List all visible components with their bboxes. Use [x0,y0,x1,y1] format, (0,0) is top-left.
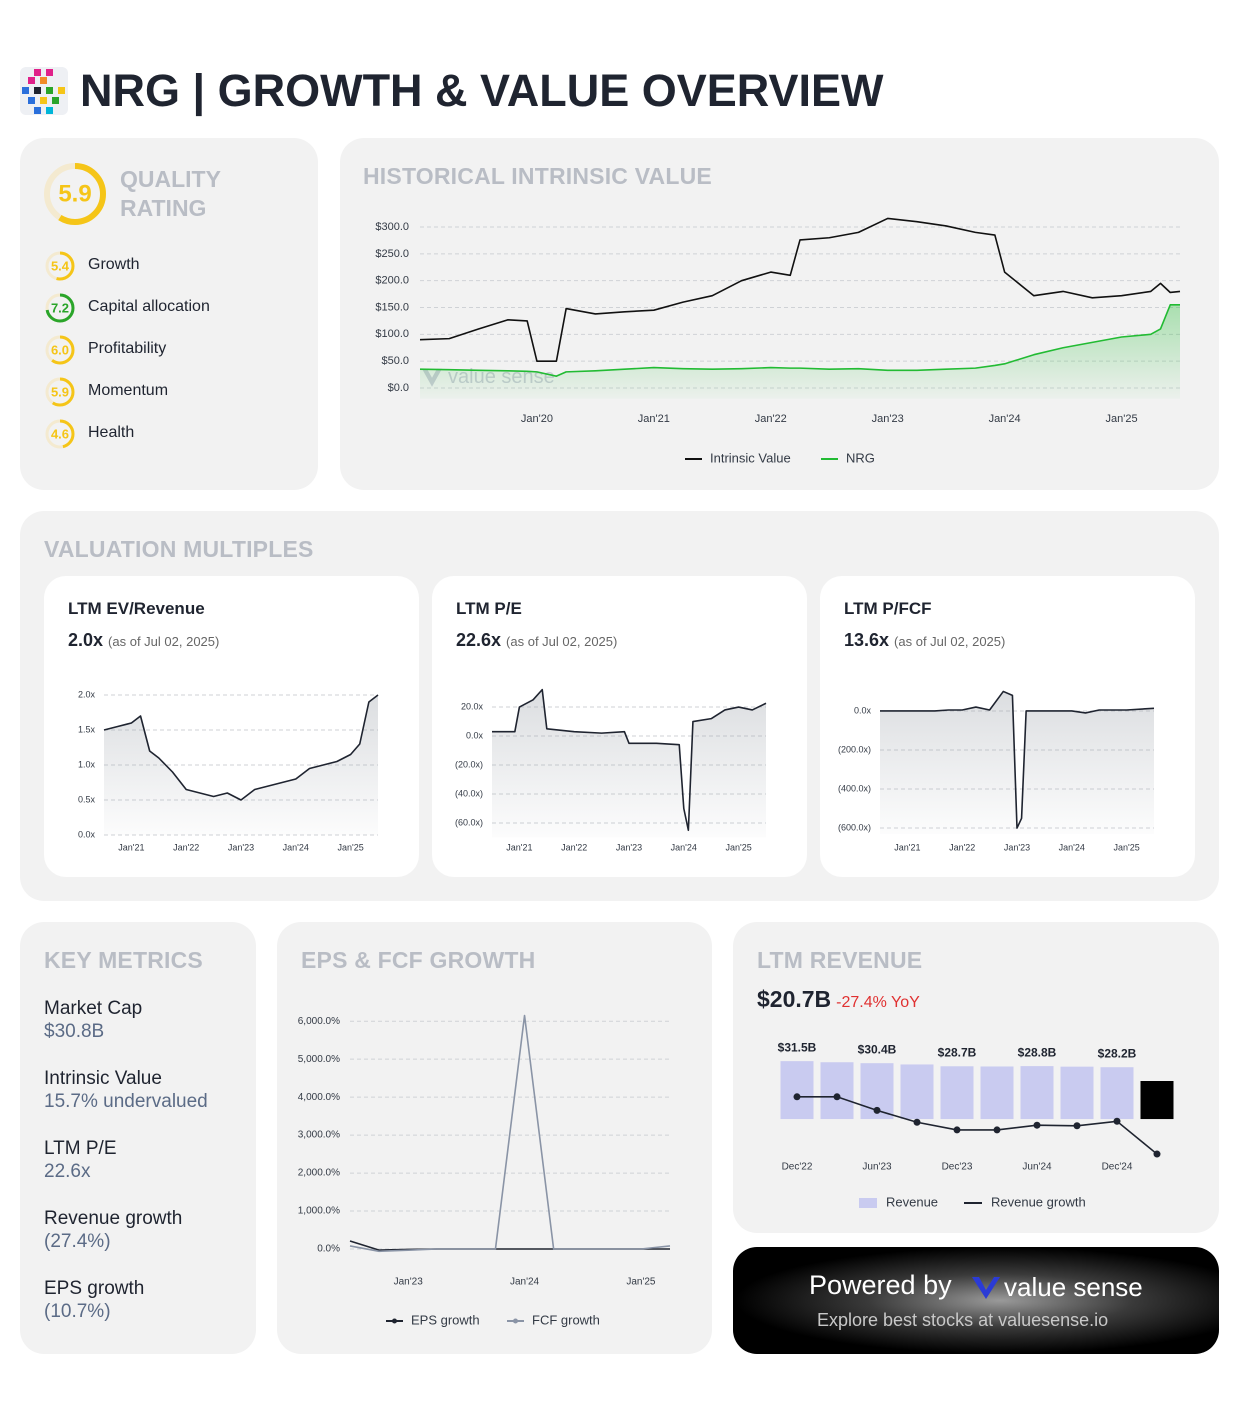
tagline: Explore best stocks at valuesense.io [817,1310,1109,1330]
metric-value: (10.7%) [44,1301,111,1322]
sub-rating-name: Profitability [88,340,167,357]
multiple-value: 13.6x [844,630,890,650]
as-of: (as of Jul 02, 2025) [108,634,220,649]
sub-rating-name: Growth [88,256,140,273]
multiple-card [44,576,419,877]
headline: $20.7B [757,986,832,1012]
section-title: KEY METRICS [44,947,203,973]
metric-value: 22.6x [44,1161,91,1182]
metric-value: $30.8B [44,1021,105,1042]
as-of: (as of Jul 02, 2025) [506,634,618,649]
rating-title: QUALITY RATING [120,166,221,221]
growth-card [277,922,712,1354]
chart-title: HISTORICAL INTRINSIC VALUE [363,163,712,189]
sub-rating-name: Capital allocation [88,298,210,315]
multiple-card [820,576,1195,877]
multiple-title: LTM P/E [456,599,522,618]
page-title: NRG | GROWTH & VALUE OVERVIEW [80,65,884,116]
chart-title: EPS & FCF GROWTH [301,947,536,973]
multiple-title: LTM EV/Revenue [68,599,205,618]
sub-rating-name: Momentum [88,382,169,399]
chart-title: LTM REVENUE [757,947,923,973]
intrinsic-card [340,138,1219,490]
multiple-title: LTM P/FCF [844,599,932,618]
metric-label: EPS growth [44,1278,145,1299]
headline-row: $20.7B -27.4% YoY [757,986,920,1013]
multiple-card [432,576,807,877]
metric-value: (27.4%) [44,1231,111,1252]
section-title: VALUATION MULTIPLES [44,536,314,562]
powered-by: Powered by [809,1270,952,1300]
multiple-value-row: 22.6x (as of Jul 02, 2025) [456,630,617,651]
change: -27.4% YoY [836,994,920,1011]
metric-label: LTM P/E [44,1138,117,1159]
metric-label: Revenue growth [44,1208,183,1229]
multiple-value: 22.6x [456,630,502,650]
revenue-card [733,922,1219,1233]
multiple-value: 2.0x [68,630,104,650]
metric-label: Market Cap [44,998,143,1019]
key-metrics-card [20,922,256,1354]
sub-rating-name: Health [88,424,135,441]
logo [20,67,68,115]
metric-value: 15.7% undervalued [44,1091,208,1112]
multiple-value-row: 2.0x (as of Jul 02, 2025) [68,630,219,651]
footer-card [733,1247,1219,1354]
multiple-value-row: 13.6x (as of Jul 02, 2025) [844,630,1005,651]
as-of: (as of Jul 02, 2025) [894,634,1006,649]
metric-label: Intrinsic Value [44,1068,162,1089]
